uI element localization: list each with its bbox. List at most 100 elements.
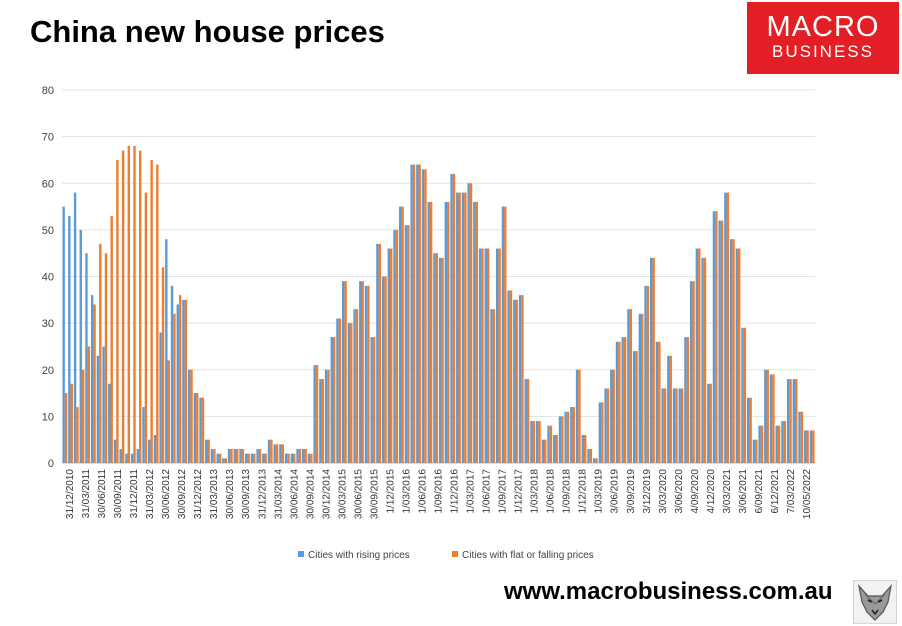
bar-falling [789,379,792,463]
bar-rising [125,453,128,463]
bar-falling [566,411,570,463]
x-tick-label: 1/03/2017 [466,469,477,514]
bar-falling [144,192,148,463]
bar-falling [623,337,627,463]
bar-falling [156,164,159,463]
bar-rising [541,439,545,463]
bar-rising [553,435,556,463]
bar-rising [108,383,111,463]
x-tick-label: 1/12/2015 [385,469,396,514]
x-tick-label: 30/06/2015 [353,469,364,519]
bar-rising [610,369,613,463]
bar-falling [760,425,764,463]
bar-rising [187,369,191,463]
bar-falling [635,351,638,463]
x-tick-label: 31/12/2012 [193,469,204,519]
x-tick-label: 6/09/2021 [754,469,765,514]
bar-falling [555,435,558,463]
bar-falling [749,397,752,463]
bar-rising [655,341,659,463]
legend-swatch [298,551,304,557]
bar-falling [293,453,296,463]
bar-rising [159,332,162,463]
bar-falling [161,267,165,463]
bar-rising [381,276,385,463]
bar-falling [87,346,91,463]
bar-rising [427,201,430,463]
bar-falling [201,397,205,463]
bar-rising [347,323,351,464]
bar-falling [167,360,170,463]
bar-falling [629,309,632,463]
bar-rising [575,369,579,463]
bar-falling [469,183,473,463]
bar-rising [650,257,653,463]
bar-falling [93,304,96,463]
bar-falling [196,393,199,463]
bar-falling [692,281,695,463]
bar-rising [735,248,738,463]
bar-rising [102,346,105,463]
y-tick-label: 80 [42,85,54,97]
y-tick-label: 40 [42,272,54,284]
bar-falling [783,421,787,463]
bar-rising [142,407,145,463]
bar-falling [350,323,353,464]
bar-falling [139,150,142,464]
bar-rising [501,206,505,463]
bar-rising [205,439,208,463]
x-tick-label: 1/09/2017 [498,469,509,514]
bar-falling [287,453,290,463]
x-tick-label: 31/03/2011 [81,469,92,519]
bar-falling [583,435,587,463]
bar-falling [578,369,581,463]
bar-rising [581,435,584,463]
bar-falling [618,341,621,463]
bar-rising [404,225,408,463]
bar-rising [615,341,619,463]
x-tick-label: 3/12/2019 [642,469,653,514]
bar-rising [165,239,168,463]
x-tick-label: 31/03/2014 [273,469,284,519]
bar-falling [127,145,130,463]
bar-rising [279,444,282,463]
bar-falling [81,369,85,463]
bar-falling [641,313,644,463]
bar-falling [544,439,547,463]
bar-falling [492,309,496,463]
bar-falling [458,192,461,463]
bar-falling [795,379,798,463]
chart-title: China new house prices [30,14,385,49]
bar-falling [258,449,262,463]
bar-rising [399,206,402,463]
bar-falling [270,439,273,463]
bar-rising [592,458,596,463]
bar-falling [475,201,478,463]
x-tick-label: 1/06/2016 [417,469,428,514]
macro-business-logo: MACRO BUSINESS [747,2,899,74]
bar-falling [481,248,484,463]
bar-falling [70,383,73,463]
bar-rising [239,449,242,463]
bar-rising [313,365,316,463]
bar-falling [418,164,421,463]
bar-rising [330,337,333,463]
bar-falling [310,453,313,463]
bar-rising [781,421,784,463]
bar-rising [68,215,71,463]
bar-falling [429,201,433,463]
bar-falling [338,318,342,463]
bar-falling [669,355,672,463]
website-url: www.macrobusiness.com.au [504,578,833,605]
bar-rising [273,444,276,463]
bar-rising [136,449,140,463]
bar-rising [438,257,442,463]
bar-rising [695,248,699,463]
bar-rising [233,449,236,463]
bar-falling [509,290,513,463]
x-tick-label: 30/09/2014 [305,469,316,519]
y-tick-label: 30 [42,318,54,330]
x-tick-label: 3/06/2019 [610,469,621,514]
bar-rising [741,327,744,463]
bar-rising [473,201,476,463]
